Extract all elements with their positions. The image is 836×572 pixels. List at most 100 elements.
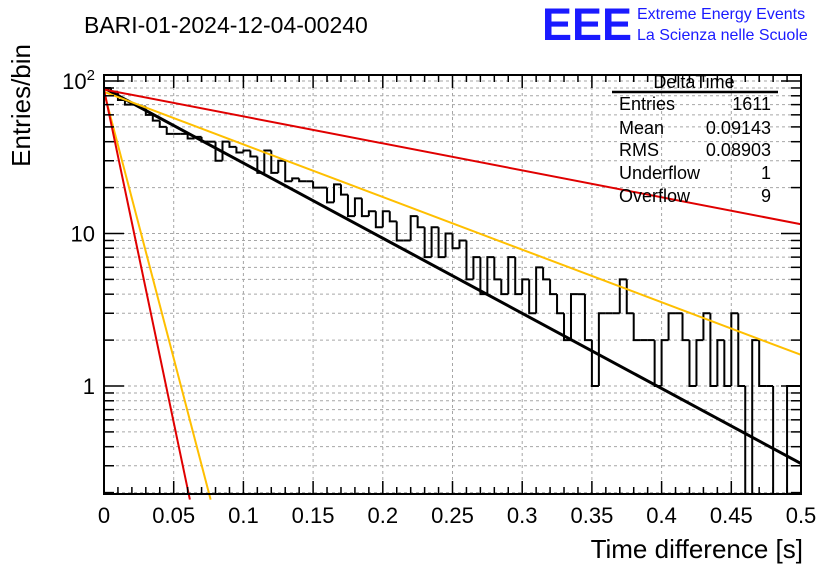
x-tick-label: 0.4 [646, 503, 677, 528]
x-tick-label: 0.15 [292, 503, 335, 528]
histogram-bin [632, 313, 641, 342]
histogram-bin [346, 194, 355, 218]
fit-lines [103, 86, 802, 500]
histogram-bin [563, 313, 571, 342]
stats-label-overflow: Overflow [619, 186, 691, 206]
stats-value-entries: 1611 [732, 94, 771, 114]
fit-line-steep-red [103, 89, 191, 500]
eee-logo-mark: EEE [542, 0, 632, 50]
x-tick-label: 0.35 [570, 503, 613, 528]
histogram-bin [702, 312, 711, 341]
histogram-bin [528, 279, 537, 315]
histogram-bin [430, 226, 439, 258]
eee-logo: EEE Extreme Energy Events La Scienza nel… [542, 0, 808, 50]
axes-frame [103, 74, 802, 495]
fit-line-fit [103, 86, 802, 465]
histogram-bin [479, 257, 488, 296]
histogram-bin [681, 313, 690, 342]
histogram-bin [625, 279, 634, 315]
histogram-bin [158, 120, 167, 128]
logo-line-2: La Scienza nelle Scuole [637, 27, 808, 44]
histogram-bin [326, 187, 335, 204]
stats-value-rms: 0.08903 [706, 140, 771, 160]
x-tick-label: 0.2 [368, 503, 399, 528]
histogram-bin [367, 210, 376, 217]
stats-value-mean: 0.09143 [706, 118, 771, 138]
stats-label-underflow: Underflow [619, 163, 701, 183]
histogram-bin [653, 340, 662, 387]
histogram-bin [493, 257, 502, 281]
histogram-bin [618, 278, 627, 314]
histogram-bin [556, 294, 565, 315]
histogram-bin [583, 294, 592, 342]
histogram-bin [388, 211, 397, 223]
histogram-bin [472, 256, 481, 280]
y-tick-labels: 1 10 102 [62, 67, 95, 399]
histogram-bin [249, 150, 258, 158]
histogram-bin [242, 149, 251, 153]
histogram-bin [291, 177, 300, 182]
histogram-bin [339, 184, 348, 196]
histogram-bin [395, 221, 404, 242]
x-tick-label: 0.5 [786, 503, 817, 528]
histogram-bin [284, 160, 293, 183]
histogram-bin [277, 159, 286, 173]
y-tick-label: 1 [83, 374, 95, 399]
y-tick-label: 10 [71, 222, 95, 247]
histogram-bin [723, 340, 732, 387]
histogram-bin [758, 340, 767, 387]
stats-label-mean: Mean [619, 118, 664, 138]
x-tick-labels: 0 0.05 0.1 0.15 0.2 0.25 0.3 0.35 0.4 0.45 0.5 [98, 503, 816, 528]
stats-label-entries: Entries [619, 94, 675, 114]
histogram-bin [486, 256, 495, 295]
stats-title: DeltaTime [653, 72, 734, 92]
x-tick-label: 0.45 [710, 503, 753, 528]
histogram-bin [751, 339, 760, 494]
x-tick-label: 0.25 [431, 503, 474, 528]
histogram-bin [235, 146, 244, 154]
histogram-bin [794, 385, 802, 494]
histogram-bin [716, 339, 725, 386]
histogram-bin [667, 312, 676, 341]
x-tick-label: 0.05 [152, 503, 195, 528]
fit-line-upper-orange [103, 90, 802, 356]
histogram-bin [151, 114, 160, 122]
histogram-bin [333, 183, 341, 203]
histogram-bin [744, 386, 753, 495]
histogram-bin [228, 141, 237, 148]
histogram-bin [270, 150, 279, 174]
histogram-bin [737, 313, 746, 387]
histogram-bin [263, 149, 272, 173]
histogram-bin [709, 313, 718, 387]
histogram-bin [514, 257, 523, 296]
histogram-bin [437, 227, 446, 259]
histogram-bin [374, 211, 383, 229]
x-tick-label: 0 [98, 503, 110, 528]
histogram-bin [416, 216, 425, 229]
histogram-bin [688, 340, 697, 387]
histogram-bin [458, 239, 467, 249]
x-axis-label: Time difference [s] [591, 534, 803, 564]
histogram-bin [786, 385, 795, 494]
histogram-bin [221, 140, 230, 161]
histogram-bin [521, 278, 530, 295]
histogram-bin [312, 181, 321, 189]
histogram-bin [660, 339, 669, 386]
histogram-bin [542, 267, 551, 281]
stats-value-underflow: 1 [761, 163, 771, 183]
stats-value-overflow: 9 [761, 186, 771, 206]
histogram-bin [353, 197, 362, 217]
histogram-bin [730, 312, 739, 386]
logo-line-1: Extreme Energy Events [637, 6, 805, 23]
stats-label-rms: RMS [619, 140, 659, 160]
histogram-bin [409, 215, 418, 241]
y-tick-label: 102 [62, 67, 95, 94]
histogram-bin [103, 86, 111, 494]
histogram-bin [569, 293, 578, 341]
histogram-bin [444, 232, 453, 258]
histogram-bin [590, 340, 599, 387]
histogram-bin [597, 312, 606, 386]
y-axis-label: Entries/bin [6, 44, 36, 167]
histogram-bin [549, 279, 558, 296]
